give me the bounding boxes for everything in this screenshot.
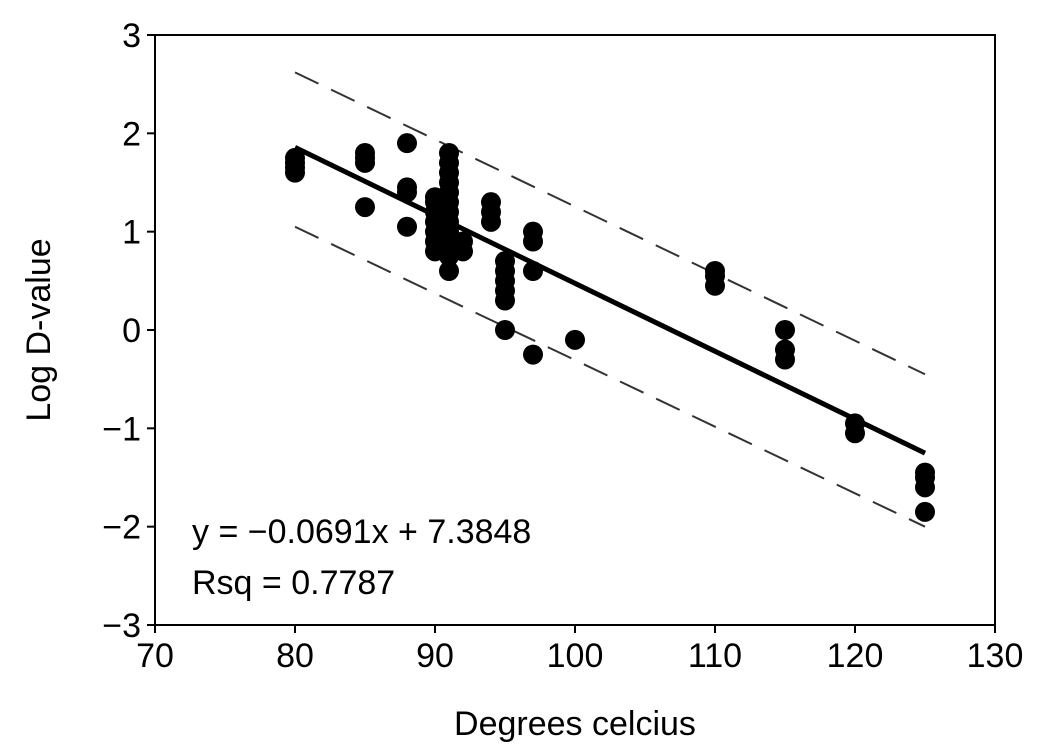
y-tick-label: 1 [122,214,141,252]
data-point [915,501,935,522]
x-tick-label: 110 [688,637,742,675]
x-axis: 70 80 90 100 110 120 130 [136,625,1023,675]
data-point [775,320,795,340]
data-point [705,261,725,281]
data-point [565,329,585,350]
data-point [775,339,795,360]
x-axis-title: Degrees celcius [454,705,696,743]
regression-equation: y = −0.0691x + 7.3848 [192,513,531,551]
data-point [523,261,543,281]
x-tick-label: 70 [136,637,174,675]
data-point [397,216,417,237]
y-axis: −3 −2 −1 0 1 2 3 [102,17,155,645]
x-tick-label: 120 [827,637,884,675]
x-tick-label: 130 [967,637,1024,675]
y-tick-label: −1 [102,410,141,448]
data-point [845,413,865,434]
y-axis-title: Log D-value [20,238,58,421]
data-point [495,320,515,340]
data-point [439,143,459,163]
data-point [355,197,375,218]
prediction-band-lower [294,225,926,528]
data-point [453,231,473,252]
data-point [523,344,543,365]
data-point [355,143,375,163]
y-tick-label: 2 [122,115,141,153]
data-points [285,133,935,522]
data-point [523,221,543,242]
prediction-band-upper [294,71,926,376]
data-point [397,177,417,198]
x-tick-label: 80 [276,637,314,675]
data-point [439,261,459,281]
x-tick-label: 90 [416,637,454,675]
x-tick-label: 100 [547,637,604,675]
prediction-band [294,71,926,528]
data-point [495,251,515,272]
r-squared-label: Rsq = 0.7787 [192,564,395,602]
data-point [397,133,417,154]
y-tick-label: −3 [102,607,141,645]
data-point [915,462,935,483]
y-tick-label: 3 [122,17,141,55]
data-point [481,192,501,213]
data-point [285,147,305,168]
y-tick-label: −2 [102,509,141,547]
y-tick-label: 0 [122,312,141,350]
